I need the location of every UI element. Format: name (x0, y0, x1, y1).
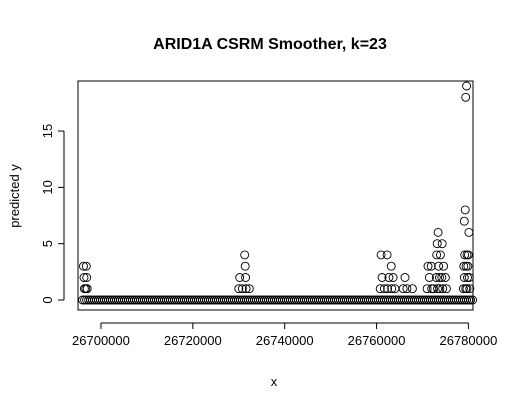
data-point (441, 284, 451, 294)
x-axis-label: x (271, 374, 278, 389)
data-point (462, 295, 472, 305)
data-point (432, 250, 442, 260)
data-point (435, 284, 445, 294)
y-tick-label: 5 (40, 240, 55, 247)
x-tick-label: 26700000 (72, 333, 130, 348)
data-point (383, 284, 393, 294)
data-point (464, 227, 474, 237)
data-point (240, 261, 250, 271)
data-point (437, 273, 447, 282)
plot-area-frame (77, 80, 474, 311)
data-point (387, 284, 397, 294)
data-point (244, 284, 254, 294)
x-tick-label: 26780000 (439, 333, 497, 348)
x-tick-label: 26760000 (348, 333, 406, 348)
data-point (384, 273, 394, 282)
data-point (466, 295, 476, 305)
data-point (426, 261, 436, 271)
data-point (468, 295, 478, 305)
y-axis-label: predicted y (7, 164, 22, 228)
data-point (460, 205, 470, 215)
data-point (375, 284, 385, 294)
data-point (433, 284, 443, 294)
data-point (438, 284, 448, 294)
data-point (237, 284, 247, 294)
y-axis: 0 5 10 15 (40, 124, 65, 304)
data-point (462, 81, 472, 91)
data-point (437, 239, 447, 249)
data-point (435, 250, 445, 260)
data-point (433, 227, 443, 237)
data-point (459, 273, 469, 282)
data-point (82, 284, 92, 294)
data-point (434, 261, 444, 271)
data-point (81, 261, 91, 271)
data-point (440, 273, 450, 282)
data-point (429, 284, 438, 294)
x-tick-label: 26720000 (164, 333, 222, 348)
data-point (439, 261, 449, 271)
data-point (463, 250, 473, 260)
data-point (423, 261, 433, 271)
data-point (235, 273, 245, 282)
data-point (79, 261, 88, 271)
data-point (379, 284, 389, 294)
data-point (241, 273, 251, 282)
data-point (432, 239, 442, 249)
x-tick-label: 26740000 (256, 333, 314, 348)
data-point (407, 284, 417, 294)
data-point (465, 284, 475, 294)
data-point (388, 273, 398, 282)
data-point (241, 284, 251, 294)
data-point (462, 284, 472, 294)
y-tick-label: 15 (40, 124, 55, 138)
data-point (240, 250, 250, 260)
data-point (234, 284, 244, 294)
data-point (459, 261, 469, 271)
data-point (402, 284, 412, 294)
data-point (464, 295, 474, 305)
data-point (459, 216, 469, 226)
data-point (464, 273, 474, 282)
data-point (422, 284, 432, 294)
data-point (460, 250, 470, 260)
data-point (386, 261, 396, 271)
chart-title: ARID1A CSRM Smoother, k=23 (153, 36, 387, 53)
data-point (79, 273, 89, 282)
data-point (431, 273, 441, 282)
data-point (376, 250, 386, 260)
data-point (400, 273, 410, 282)
y-tick-label: 0 (40, 296, 55, 303)
data-point (458, 284, 468, 294)
data-point (82, 273, 92, 282)
data-point (424, 273, 434, 282)
data-point (398, 284, 408, 294)
data-points (78, 81, 478, 305)
data-point (463, 261, 473, 271)
data-point (435, 273, 444, 282)
data-point (461, 92, 471, 102)
y-tick-label: 10 (40, 180, 55, 194)
x-axis: 26700000 26720000 26740000 26760000 26780000 (72, 322, 497, 348)
data-point (382, 250, 392, 260)
data-point (377, 273, 387, 282)
